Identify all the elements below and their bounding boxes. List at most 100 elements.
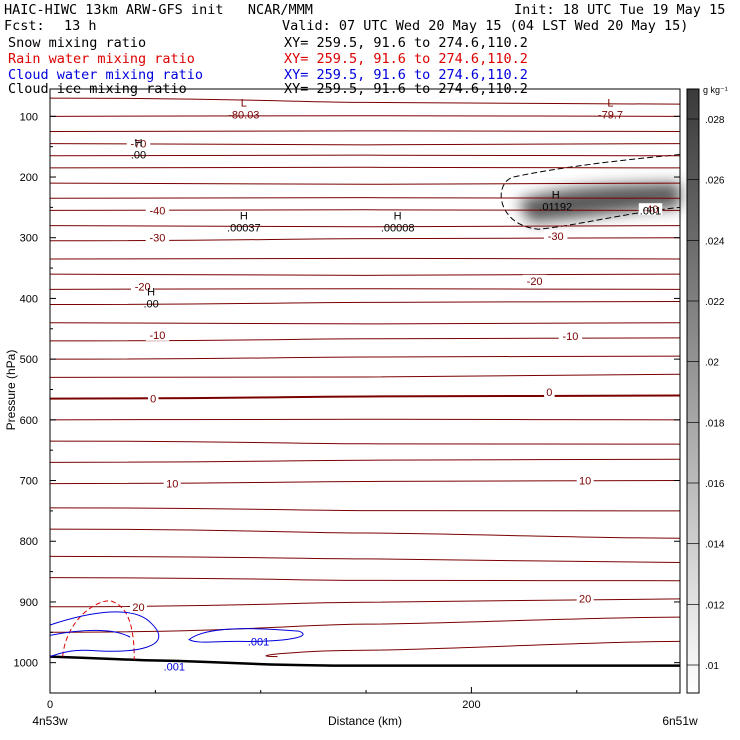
temp-label-bg [145,328,170,341]
isotherm [49,440,681,445]
temperature-label: 0 [546,387,552,399]
isotherm [49,355,681,360]
colorbar-tick-label: .028 [705,115,725,126]
colorbar-tick-label: .02 [705,358,719,369]
isotherm [49,257,681,260]
isotherm [49,237,681,242]
colorbar-tick-label: .022 [705,297,725,308]
isotherm [49,458,681,463]
y-tick-label: 1000 [14,658,38,670]
temp-label-bg [638,203,663,216]
field-rain-name: Rain water mixing ratio [8,51,195,67]
isotherm [49,322,681,325]
x-end-label: 6n51w [662,714,698,728]
extremum-mark: H [240,211,248,223]
isotherm [49,577,681,582]
isotherm [49,154,681,157]
isotherm [49,115,681,117]
temp-label-bg [522,274,547,287]
temperature-label: 20 [579,593,591,605]
x-tick-label: 0 [47,699,53,711]
temp-label-bg [145,231,170,244]
temp-label-bg [543,229,568,242]
extremum-mark: L [607,98,613,110]
extremum-mark: H [394,211,402,223]
temperature-label: -20 [135,281,151,293]
temperature-label: -10 [562,331,578,343]
isotherm [49,143,681,146]
field-snow-name: Snow mixing ratio [8,35,147,51]
temp-label-bg [163,477,181,490]
isotherm [49,273,681,276]
x-start-label: 4n53w [32,714,68,728]
extremum-value: .01192 [539,201,572,213]
temp-label-bg [558,330,583,343]
colorbar-tick-label: .012 [705,600,725,611]
isotherm [49,166,681,169]
temp-label-bg [576,474,594,487]
extremum-value: -80.03 [228,110,259,122]
isotherm [49,394,681,400]
isotherm [49,337,681,342]
isotherm [49,616,681,633]
plot-frame [49,88,681,694]
extremum-mark: H [135,138,143,150]
temp-label-bg [126,137,151,150]
isotherm [49,418,681,421]
temp-label-bg [129,600,147,613]
y-tick-label: 100 [20,111,38,123]
cloud-water-contour [49,629,131,638]
temp-label-bg [147,392,159,405]
x-axis-label: Distance (km) [328,714,402,728]
field-cloudwater-xy: XY= 259.5, 91.6 to 274.6,110.2 [284,67,528,83]
temp-label-bg [145,204,170,217]
y-tick-label: 200 [20,172,38,184]
temperature-label: 10 [166,479,178,491]
isotherm [265,640,681,658]
temperature-label: 10 [579,476,591,488]
y-tick-label: 400 [20,293,38,305]
colorbar-unit: g kg⁻¹ [703,85,728,95]
isotherm [49,197,681,199]
isotherm [49,373,681,378]
field-rain-xy: XY= 259.5, 91.6 to 274.6,110.2 [284,51,528,67]
y-tick-label: 800 [20,536,38,548]
extremum-value: .00 [143,298,158,310]
cloud-water-label: .001 [248,636,269,648]
colorbar-tick-label: .024 [705,236,725,247]
isotherm [49,528,681,539]
temperature-label: -30 [548,231,564,243]
x-tick-label: 200 [462,699,480,711]
y-axis-label: Pressure (hPa) [4,350,18,431]
isotherm [49,97,681,105]
temperature-label: -40 [643,204,659,216]
isotherm [49,182,681,185]
extremum-mark: L [241,98,247,110]
temperature-label: 0 [150,394,156,406]
terrain-line [49,655,680,667]
title: HAIC-HIWC 13km ARW-GFS init NCAR/MMM [4,2,313,18]
colorbar-tick-label: .014 [705,540,725,551]
rain-contour [62,600,135,660]
colorbar-tick-label: .018 [705,418,725,429]
y-tick-label: 700 [20,476,38,488]
forecast-label: Fcst: [4,18,45,34]
temp-label-bg [544,385,555,398]
colorbar-tick-label: .01 [705,661,719,672]
isotherm [49,555,681,563]
temperature-label: -40 [150,205,166,217]
extremum-value: -79.7 [598,110,623,122]
temperature-label: -30 [150,233,166,245]
extremum-mark: H [147,286,155,298]
temperature-label: 20 [132,602,144,614]
ice-shading [517,183,680,223]
field-snow-xy: XY= 259.5, 91.6 to 274.6,110.2 [284,35,528,51]
ice-contour [500,154,681,230]
isotherm [49,507,681,512]
temperature-label: -10 [150,330,166,342]
isotherm [49,300,681,305]
isotherm [49,288,681,290]
init-time: Init: 18 UTC Tue 19 May 15 [514,2,726,18]
y-tick-label: 300 [20,233,38,245]
